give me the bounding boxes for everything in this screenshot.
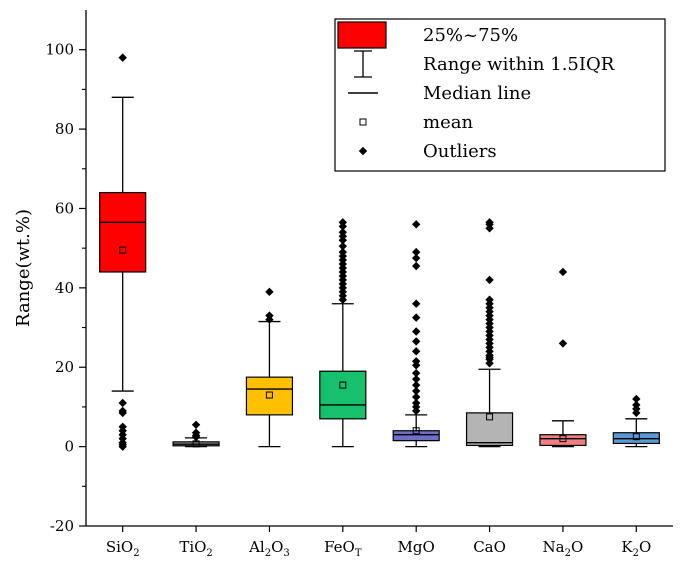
box-iqr [465, 412, 514, 447]
outlier-point [118, 442, 127, 451]
box-group-tio2 [172, 420, 220, 448]
legend-outlier-swatch [358, 146, 368, 156]
outlier-point [411, 337, 421, 346]
mean-marker [559, 435, 567, 443]
outlier-point [411, 392, 421, 402]
mean-marker [412, 427, 420, 435]
outlier-point [411, 327, 421, 336]
legend-frame [334, 18, 666, 172]
outlier-point [265, 287, 274, 297]
legend-label: mean [423, 112, 473, 133]
box-iqr [319, 370, 367, 420]
y-tick-label: 0 [64, 438, 74, 456]
legend-entry-whisker: Range within 1.5IQR [354, 50, 615, 78]
legend-entry-box: 25%~75% [337, 21, 518, 49]
mean-marker [119, 246, 127, 254]
x-tick-label: SiO2 [106, 538, 140, 559]
outlier-point [338, 236, 348, 245]
x-tick-label: FeOT [324, 538, 362, 559]
outlier-point [411, 313, 421, 322]
outlier-point [632, 408, 641, 418]
legend-label: Outliers [423, 141, 497, 162]
outlier-point [118, 408, 127, 418]
legend-label: 25%~75% [423, 25, 518, 46]
outlier-point [338, 241, 348, 251]
outlier-point [632, 394, 641, 404]
axes: -20 0 20 40 60 80 100 SiO2 TiO2 Al2O3 FeOT MgO CaO Na… [13, 10, 673, 559]
outlier-point [411, 386, 421, 396]
mean-marker [632, 433, 640, 441]
box-iqr [539, 434, 587, 447]
outlier-point [411, 361, 421, 370]
legend-entry-outlier: Outliers [358, 141, 497, 162]
x-tick-label: MgO [398, 538, 435, 556]
outlier-point [338, 295, 348, 304]
outlier-point [411, 368, 421, 378]
outlier-point [191, 420, 201, 429]
box-group-na2o [539, 267, 587, 448]
outlier-point [118, 53, 127, 62]
outlier-point [558, 267, 568, 277]
outlier-point [558, 339, 568, 348]
legend-entry-median: Median line [348, 83, 531, 104]
mean-marker [265, 391, 273, 399]
outlier-point [411, 374, 421, 384]
x-tick-label: CaO [473, 538, 506, 556]
outlier-point [411, 380, 421, 390]
box-iqr [392, 430, 440, 442]
outlier-point [411, 347, 421, 356]
box-group-cao [465, 218, 514, 448]
y-tick-label: 40 [55, 279, 74, 297]
legend-label: Range within 1.5IQR [423, 54, 615, 75]
outlier-point [411, 406, 421, 416]
mean-marker [486, 413, 494, 421]
x-tick-label: Al2O3 [248, 538, 290, 559]
box-group-k2o [612, 394, 660, 448]
box-group-feot [319, 218, 367, 448]
y-tick-label: -20 [50, 517, 74, 535]
box-group-al2o3 [245, 287, 294, 448]
outlier-point [485, 359, 494, 368]
outlier-point [265, 315, 274, 324]
box-group-sio2 [99, 53, 147, 451]
outlier-point [411, 253, 421, 263]
legend-label: Median line [423, 83, 531, 104]
outlier-point [485, 275, 494, 285]
outlier-point [485, 224, 494, 233]
box-iqr [245, 376, 294, 416]
legend-box-swatch [337, 21, 387, 49]
outlier-point [191, 432, 201, 442]
plot-area [99, 53, 660, 451]
x-tick-label: Na2O [543, 538, 584, 559]
outlier-point [411, 247, 421, 257]
x-tick-label: K2O [621, 538, 651, 559]
legend-entry-mean: mean [359, 112, 473, 133]
outlier-point [411, 261, 421, 271]
x-tick-label: TiO2 [179, 538, 212, 559]
outlier-point [118, 398, 127, 408]
legend-mean-swatch [359, 118, 367, 126]
outlier-point [338, 222, 348, 231]
y-axis-title: Range(wt.%) [13, 209, 34, 327]
outlier-point [411, 220, 421, 229]
legend: 25%~75% Range within 1.5IQR Median line mea… [334, 18, 666, 172]
y-tick-label: 60 [55, 199, 74, 217]
box-iqr [99, 191, 147, 273]
y-tick-label: 20 [55, 358, 74, 376]
box-group-mgo [392, 220, 440, 448]
y-tick-label: 100 [45, 41, 74, 59]
outlier-point [411, 299, 421, 308]
y-tick-label: 80 [55, 120, 74, 138]
mean-marker [339, 381, 347, 389]
